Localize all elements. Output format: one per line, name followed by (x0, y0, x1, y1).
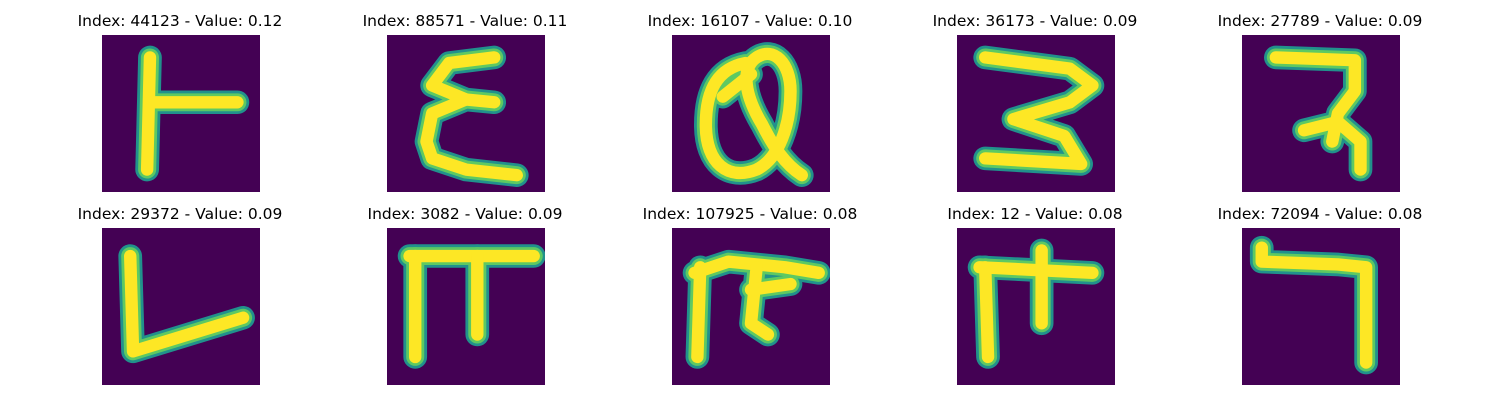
glyph-strokes (397, 244, 545, 369)
glyph-stroke (425, 51, 501, 109)
alpha-loop-letter-image (672, 35, 830, 192)
glyph-strokes (135, 45, 250, 182)
l-shape-letter-image (102, 228, 260, 385)
panel-title: Index: 12 - Value: 0.08 (947, 205, 1123, 223)
three-letter-image (957, 35, 1115, 192)
panel-title: Index: 107925 - Value: 0.08 (642, 205, 858, 223)
panel-title: Index: 29372 - Value: 0.09 (77, 205, 283, 223)
glyph-strokes (1264, 45, 1373, 182)
pi-shape-letter-image (387, 228, 545, 385)
left-tack-letter-image (102, 35, 260, 192)
glyph-strokes (118, 244, 255, 364)
glyph-stroke (691, 261, 707, 364)
panel-title: Index: 16107 - Value: 0.10 (647, 12, 853, 30)
glyph-strokes (414, 45, 529, 187)
panel-title: Index: 27789 - Value: 0.09 (1217, 12, 1423, 30)
glyph-stroke (979, 51, 1099, 171)
panel-title: Index: 44123 - Value: 0.12 (77, 12, 283, 30)
glyph-stroke (420, 93, 523, 182)
panel-title: Index: 3082 - Value: 0.09 (367, 205, 563, 223)
glyph-stroke (1297, 115, 1367, 176)
glyph-strokes (967, 238, 1105, 369)
glyph-stroke (979, 261, 995, 364)
pi-variant-letter-image (672, 228, 830, 385)
panel-title: Index: 88571 - Value: 0.11 (362, 12, 568, 30)
panel-title: Index: 36173 - Value: 0.09 (932, 12, 1138, 30)
glyph-strokes (694, 42, 814, 187)
glyph-strokes (682, 249, 830, 369)
glyph-strokes (1249, 235, 1378, 375)
panel-title: Index: 72094 - Value: 0.08 (1217, 205, 1423, 223)
cross-bar-letter-image (957, 228, 1115, 385)
hook-letter-image (1242, 35, 1400, 192)
glyph-stroke (124, 249, 250, 358)
glyph-stroke (716, 68, 758, 103)
glyph-stroke (744, 277, 797, 296)
glyph-stroke (1255, 241, 1373, 369)
epsilon-letter-image (387, 35, 545, 192)
reversed-l-letter-image (1242, 228, 1400, 385)
glyph-stroke (699, 47, 808, 182)
glyph-stroke (140, 51, 157, 176)
glyph-strokes (973, 45, 1105, 176)
